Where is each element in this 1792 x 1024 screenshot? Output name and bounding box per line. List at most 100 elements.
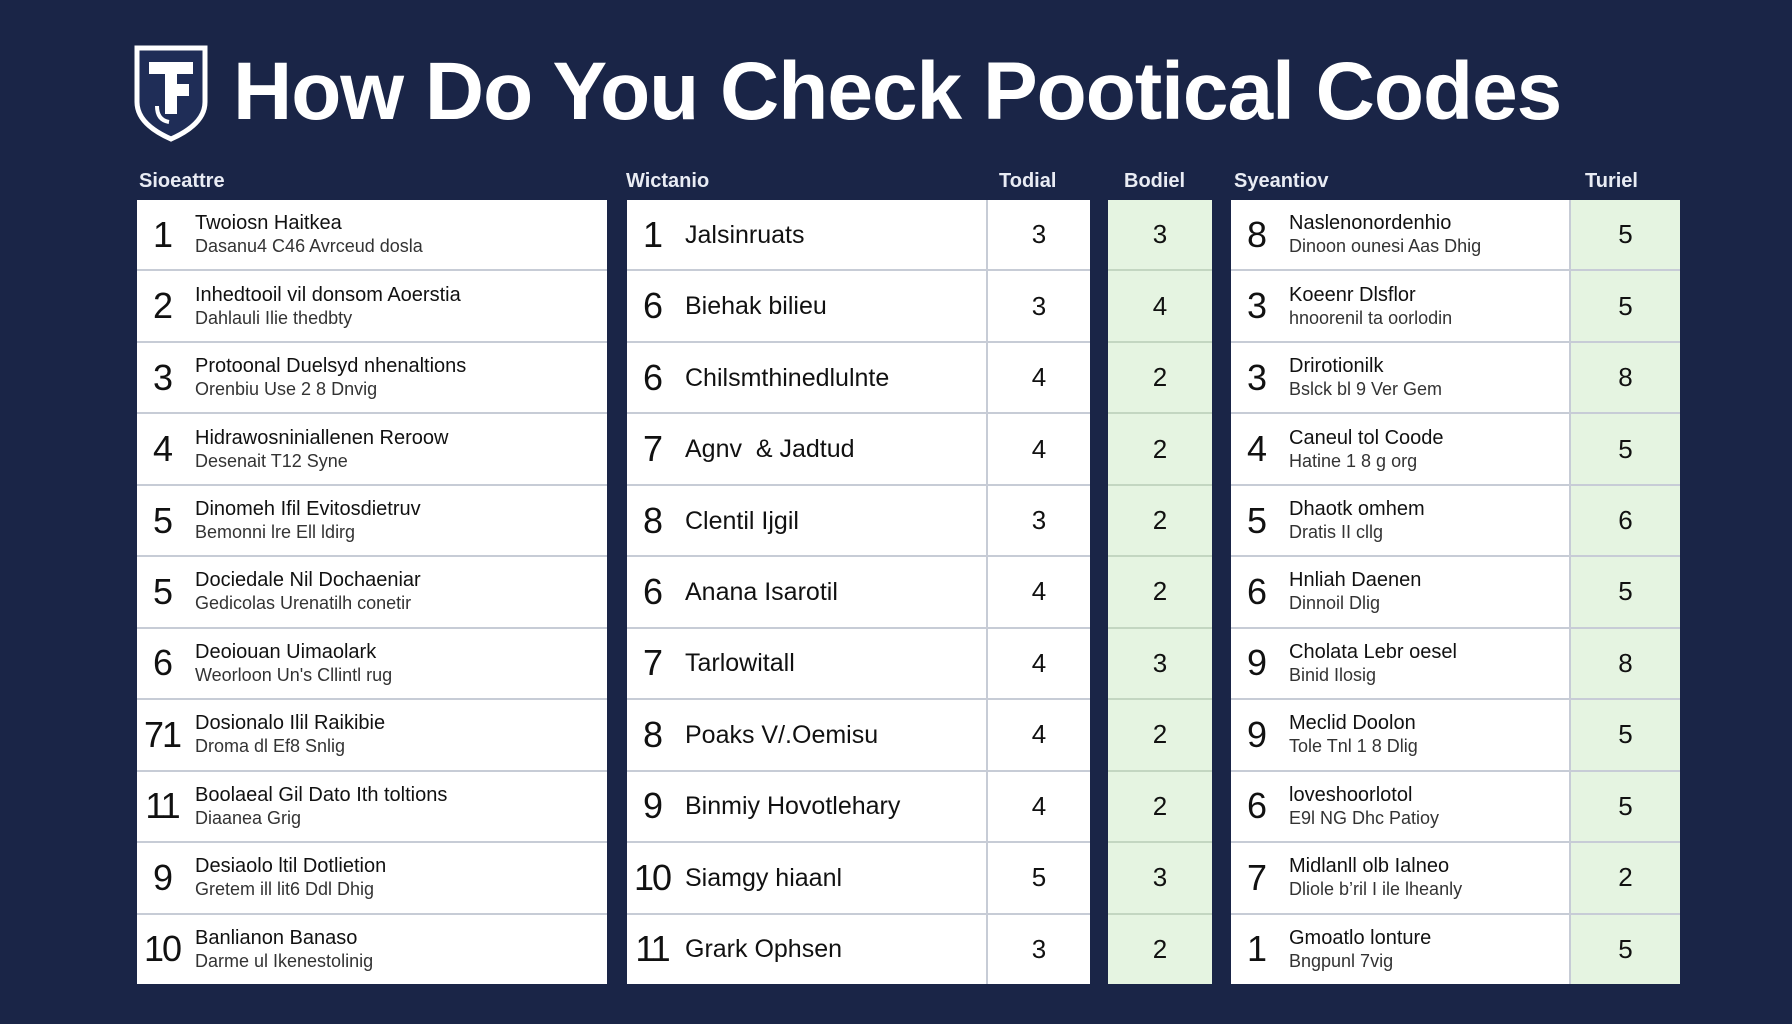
row-total: 5 bbox=[986, 843, 1090, 913]
list-item: 7 Agnv & Jadtud 4 bbox=[627, 414, 1090, 486]
row-total: 5 bbox=[1569, 271, 1680, 341]
row-subtitle: Gedicolas Urenatilh conetir bbox=[195, 593, 412, 614]
row-number: 7 bbox=[1246, 856, 1267, 898]
row-title: Poaks V/.Oemisu bbox=[685, 720, 879, 749]
row-number: 8 bbox=[642, 713, 663, 755]
row-number: 6 bbox=[642, 285, 663, 327]
row-title: Tarlowitall bbox=[685, 649, 795, 678]
header-left: Sioeattre bbox=[139, 170, 225, 192]
row-number: 6 bbox=[152, 642, 173, 684]
list-item: 6 loveshoorlotol E9l NG Dhc Patioy 5 bbox=[1231, 771, 1680, 844]
row-text: Hnliah Daenen Dinnoil Dlig bbox=[1281, 569, 1569, 614]
row-text: Koeenr Dlsflor hnoorenil ta oorlodin bbox=[1281, 284, 1569, 329]
row-text: Desiaolo ltil Dotlietion Gretem ill lit6 … bbox=[187, 855, 607, 900]
row-title: Naslenonordenhio bbox=[1289, 212, 1452, 235]
row-title: Desiaolo ltil Dotlietion bbox=[195, 855, 387, 878]
list-item: 7 Midlanll olb Ialneo Dliole b’ril I ile l… bbox=[1231, 843, 1680, 915]
shield-logo-icon bbox=[134, 45, 208, 142]
list-item: 1 Gmoatlo lonture Bngpunl 7vig 5 bbox=[1231, 914, 1680, 984]
score-cell: 2 bbox=[1108, 700, 1212, 772]
list-item: 10 Siamgy hiaanl 5 bbox=[627, 843, 1090, 915]
row-total: 8 bbox=[1569, 342, 1680, 413]
row-total: 3 bbox=[986, 485, 1090, 556]
row-title: Inhedtooil vil donsom Aoerstia bbox=[195, 283, 461, 306]
row-number: 6 bbox=[1246, 785, 1267, 827]
row-title: Gmoatlo lonture bbox=[1289, 926, 1432, 949]
list-item: 3 Protoonal Duelsyd nhenaltions Orenbiu Us… bbox=[137, 343, 607, 415]
row-subtitle: Binid Ilosig bbox=[1289, 664, 1377, 685]
row-total: 5 bbox=[1569, 557, 1680, 627]
list-item: 8 Naslenonordenhio Dinoon ounesi Aas Dhig 5 bbox=[1231, 200, 1680, 272]
row-number: 6 bbox=[1246, 570, 1267, 612]
header-mid-total: Todial bbox=[999, 170, 1057, 192]
row-title: Meclid Doolon bbox=[1289, 712, 1416, 735]
row-subtitle: Dasanu4 C46 Avrceud dosla bbox=[195, 236, 423, 257]
row-number: 3 bbox=[1246, 356, 1267, 398]
row-subtitle: Bngpunl 7vig bbox=[1289, 950, 1394, 971]
score-cell: 3 bbox=[1108, 200, 1212, 272]
row-title: Midlanll olb Ialneo bbox=[1289, 855, 1450, 878]
row-total: 5 bbox=[1569, 700, 1680, 770]
row-number: 8 bbox=[642, 499, 663, 541]
row-total: 4 bbox=[986, 771, 1090, 842]
row-text: Boolaeal Gil Dato Ith toltions Diaanea Gr… bbox=[187, 784, 607, 829]
row-number: 9 bbox=[152, 856, 173, 898]
row-number: 5 bbox=[1246, 499, 1267, 541]
score-cell: 3 bbox=[1108, 629, 1212, 701]
row-number: 9 bbox=[1246, 642, 1267, 684]
row-title: Dhaotk omhem bbox=[1289, 498, 1425, 521]
row-subtitle: Orenbiu Use 2 8 Dnvig bbox=[195, 379, 378, 400]
row-title: Chilsmthinedlulnte bbox=[685, 363, 890, 392]
row-total: 4 bbox=[986, 628, 1090, 699]
row-text: Protoonal Duelsyd nhenaltions Orenbiu Use… bbox=[187, 355, 607, 400]
list-item: 7 Tarlowitall 4 bbox=[627, 628, 1090, 701]
row-subtitle: Bemonni lre Ell ldirg bbox=[195, 522, 356, 543]
header-right: Syeantiov bbox=[1234, 170, 1329, 192]
row-title: Caneul tol Coode bbox=[1289, 426, 1444, 449]
row-number: 7 bbox=[642, 428, 663, 470]
row-number: 5 bbox=[152, 499, 173, 541]
row-title: Cholata Lebr oesel bbox=[1289, 640, 1457, 663]
row-total: 5 bbox=[1569, 200, 1680, 270]
list-item: 6 Biehak bilieu 3 bbox=[627, 271, 1090, 343]
list-item: 1 Twoiosn Haitkea Dasanu4 C46 Avrceud dosl… bbox=[137, 200, 607, 272]
row-number: 4 bbox=[1246, 428, 1267, 470]
middle-list-panel: 1 Jalsinruats 3 6 Biehak bilieu 3 6 Chilsmthine… bbox=[627, 200, 1090, 984]
row-total: 4 bbox=[986, 414, 1090, 484]
row-text: Twoiosn Haitkea Dasanu4 C46 Avrceud dosla bbox=[187, 212, 607, 257]
list-item: 9 Desiaolo ltil Dotlietion Gretem ill lit6… bbox=[137, 843, 607, 915]
row-subtitle: Dinnoil Dlig bbox=[1289, 593, 1381, 614]
row-number: 9 bbox=[642, 785, 663, 827]
row-title: Protoonal Duelsyd nhenaltions bbox=[195, 355, 467, 378]
list-item: 3 Koeenr Dlsflor hnoorenil ta oorlodin 5 bbox=[1231, 271, 1680, 343]
row-subtitle: Tole Tnl 1 8 Dlig bbox=[1289, 736, 1418, 757]
list-item: 11 Boolaeal Gil Dato Ith toltions Diaanea … bbox=[137, 772, 607, 844]
row-title: Boolaeal Gil Dato Ith toltions bbox=[195, 783, 448, 806]
list-item: 5 Dhaotk omhem Dratis II cllg 6 bbox=[1231, 485, 1680, 558]
row-text: Grark Ophsen bbox=[677, 935, 986, 963]
row-text: Siamgy hiaanl bbox=[677, 864, 986, 892]
row-text: Binmiy Hovotlehary bbox=[677, 792, 986, 820]
row-total: 5 bbox=[1569, 414, 1680, 484]
row-subtitle: Bslck bl 9 Ver Gem bbox=[1289, 379, 1443, 400]
score-cell: 4 bbox=[1108, 271, 1212, 343]
right-list-panel: 8 Naslenonordenhio Dinoon ounesi Aas Dhig 5… bbox=[1231, 200, 1680, 984]
row-text: Gmoatlo lonture Bngpunl 7vig bbox=[1281, 927, 1569, 972]
header-score: Bodiel bbox=[1124, 170, 1186, 192]
list-item: 5 Dociedale Nil Dochaeniar Gedicolas Urena… bbox=[137, 557, 607, 629]
row-subtitle: Hatine 1 8 g org bbox=[1289, 450, 1418, 471]
score-cell: 2 bbox=[1108, 486, 1212, 558]
row-subtitle: Dinoon ounesi Aas Dhig bbox=[1289, 236, 1482, 257]
row-title: Clentil Ijgil bbox=[685, 506, 799, 535]
row-subtitle: Dratis II cllg bbox=[1289, 522, 1384, 543]
row-total: 4 bbox=[986, 700, 1090, 770]
row-subtitle: Diaanea Grig bbox=[195, 807, 302, 828]
list-item: 6 Chilsmthinedlulnte 4 bbox=[627, 342, 1090, 415]
row-subtitle: Desenait T12 Syne bbox=[195, 450, 348, 471]
row-number: 10 bbox=[143, 928, 182, 970]
row-subtitle: Droma dl Ef8 Snlig bbox=[195, 736, 346, 757]
row-subtitle: Gretem ill lit6 Ddl Dhig bbox=[195, 879, 375, 900]
score-value: 2 bbox=[1152, 933, 1168, 964]
row-text: Dosionalo Ilil Raikibie Droma dl Ef8 Snli… bbox=[187, 712, 607, 757]
